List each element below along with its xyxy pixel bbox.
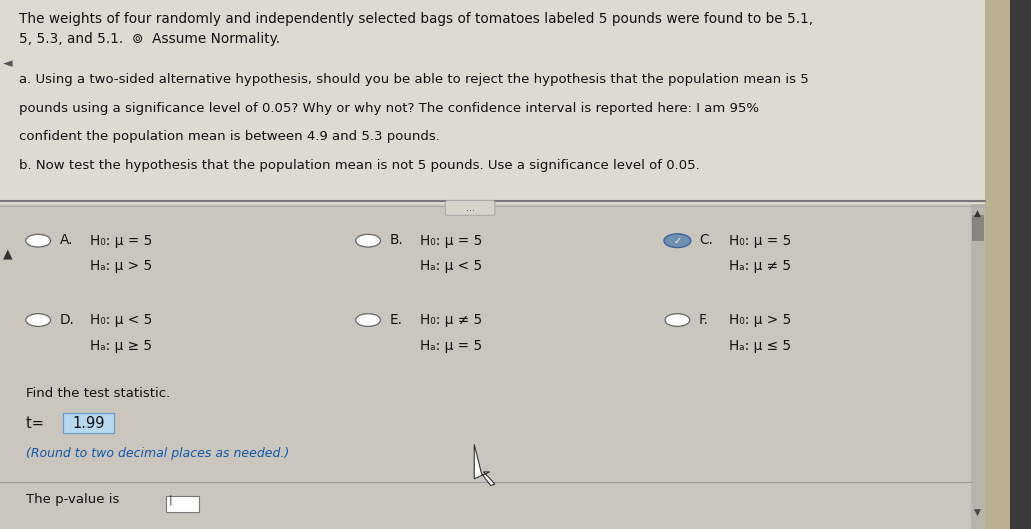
Text: Find the test statistic.: Find the test statistic. <box>26 387 170 400</box>
Text: t=: t= <box>26 416 48 431</box>
Text: C.: C. <box>699 233 712 247</box>
Text: ◄: ◄ <box>3 57 12 70</box>
Text: F.: F. <box>699 313 709 326</box>
Text: Hₐ: μ ≤ 5: Hₐ: μ ≤ 5 <box>729 339 791 352</box>
Text: H₀: μ = 5: H₀: μ = 5 <box>420 234 481 248</box>
Text: The p-value is: The p-value is <box>26 494 120 506</box>
Circle shape <box>664 234 691 248</box>
Circle shape <box>665 314 690 326</box>
Text: a. Using a two-sided alternative hypothesis, should you be able to reject the hy: a. Using a two-sided alternative hypothe… <box>19 73 808 86</box>
Text: H₀: μ > 5: H₀: μ > 5 <box>729 313 791 327</box>
FancyBboxPatch shape <box>1010 0 1031 529</box>
Text: ▲: ▲ <box>3 248 12 260</box>
FancyBboxPatch shape <box>971 204 985 529</box>
Text: H₀: μ = 5: H₀: μ = 5 <box>90 234 152 248</box>
Text: 1.99: 1.99 <box>72 416 105 431</box>
FancyBboxPatch shape <box>972 215 984 241</box>
Text: B.: B. <box>390 233 403 247</box>
Text: pounds using a significance level of 0.05? Why or why not? The confidence interv: pounds using a significance level of 0.0… <box>19 102 759 115</box>
Text: H₀: μ < 5: H₀: μ < 5 <box>90 313 152 327</box>
Text: Hₐ: μ = 5: Hₐ: μ = 5 <box>420 339 481 352</box>
Text: ✓: ✓ <box>673 236 681 245</box>
Text: H₀: μ ≠ 5: H₀: μ ≠ 5 <box>420 313 481 327</box>
Text: 5, 5.3, and 5.1.  ⊚  Assume Normality.: 5, 5.3, and 5.1. ⊚ Assume Normality. <box>19 32 279 45</box>
Text: The weights of four randomly and independently selected bags of tomatoes labeled: The weights of four randomly and indepen… <box>19 12 812 25</box>
Text: Hₐ: μ ≥ 5: Hₐ: μ ≥ 5 <box>90 339 152 352</box>
Text: b. Now test the hypothesis that the population mean is not 5 pounds. Use a signi: b. Now test the hypothesis that the popu… <box>19 159 699 172</box>
Circle shape <box>356 314 380 326</box>
Text: |: | <box>169 495 173 505</box>
FancyBboxPatch shape <box>0 0 985 204</box>
Text: H₀: μ = 5: H₀: μ = 5 <box>729 234 791 248</box>
Circle shape <box>26 234 51 247</box>
FancyBboxPatch shape <box>0 204 971 529</box>
Text: ▲: ▲ <box>974 209 982 218</box>
Text: A.: A. <box>60 233 73 247</box>
Polygon shape <box>474 444 495 486</box>
FancyBboxPatch shape <box>985 0 1010 529</box>
Text: D.: D. <box>60 313 74 326</box>
Text: confident the population mean is between 4.9 and 5.3 pounds.: confident the population mean is between… <box>19 130 439 143</box>
Text: E.: E. <box>390 313 403 326</box>
Text: Hₐ: μ > 5: Hₐ: μ > 5 <box>90 259 152 273</box>
Text: ...: ... <box>466 203 474 213</box>
Circle shape <box>26 314 51 326</box>
FancyBboxPatch shape <box>166 496 199 512</box>
Circle shape <box>356 234 380 247</box>
Text: ▼: ▼ <box>974 508 982 517</box>
Text: (Round to two decimal places as needed.): (Round to two decimal places as needed.) <box>26 447 289 460</box>
Text: Hₐ: μ < 5: Hₐ: μ < 5 <box>420 259 481 273</box>
FancyBboxPatch shape <box>445 200 495 215</box>
FancyBboxPatch shape <box>63 413 114 433</box>
Text: Hₐ: μ ≠ 5: Hₐ: μ ≠ 5 <box>729 259 791 273</box>
